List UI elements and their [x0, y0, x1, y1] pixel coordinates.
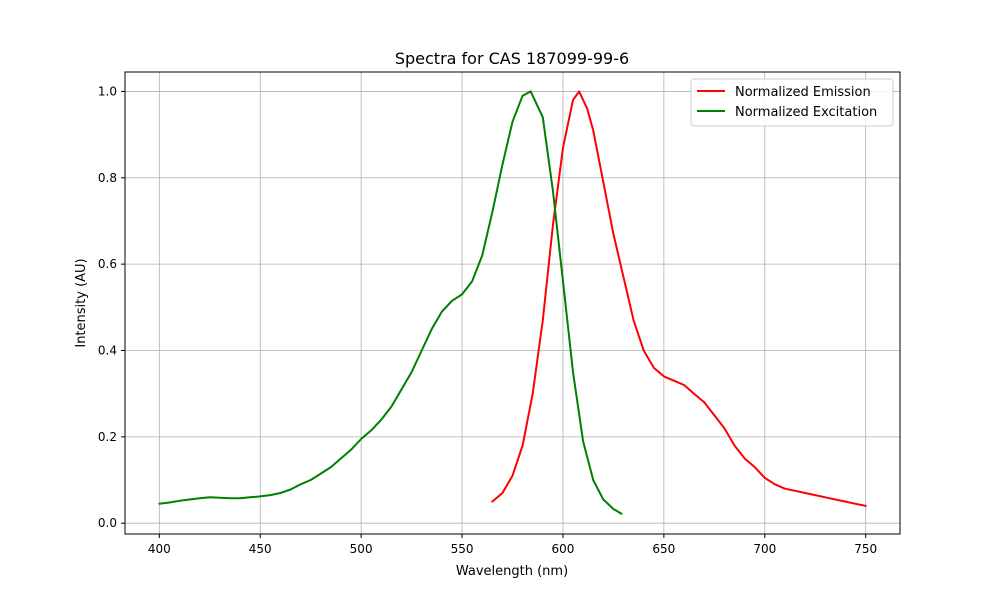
- x-tick-label: 600: [552, 542, 575, 556]
- x-tick-label: 750: [854, 542, 877, 556]
- x-tick-label: 550: [451, 542, 474, 556]
- y-tick-label: 0.4: [98, 343, 117, 357]
- x-tick-label: 400: [148, 542, 171, 556]
- legend-label-excitation: Normalized Excitation: [735, 105, 877, 120]
- y-tick-label: 0.6: [98, 257, 117, 271]
- y-tick-label: 0.8: [98, 171, 117, 185]
- y-tick-label: 0.0: [98, 516, 117, 530]
- plot-frame: [124, 71, 901, 535]
- x-tick-label: 500: [350, 542, 373, 556]
- legend: Normalized Emission Normalized Excitatio…: [690, 78, 894, 127]
- y-tick-label: 0.2: [98, 430, 117, 444]
- legend-box: [690, 78, 894, 127]
- series-line-normalized-emission: [491, 90, 867, 507]
- series-group: [158, 90, 867, 515]
- chart-title: Spectra for CAS 187099-99-6: [395, 49, 629, 68]
- x-tick-label: 700: [753, 542, 776, 556]
- axis-ticks: 400 450 500 550 600 650 700 750 0.0 0.2 0.4 0.6 0.8 1…: [98, 84, 877, 556]
- x-tick-label: 650: [652, 542, 675, 556]
- y-axis-label: Intensity (AU): [74, 258, 89, 347]
- legend-label-emission: Normalized Emission: [735, 85, 871, 100]
- x-tick-label: 450: [249, 542, 272, 556]
- x-axis-label: Wavelength (nm): [456, 564, 568, 579]
- grid: [125, 72, 900, 534]
- y-tick-label: 1.0: [98, 84, 117, 98]
- series-line-normalized-excitation: [158, 90, 623, 515]
